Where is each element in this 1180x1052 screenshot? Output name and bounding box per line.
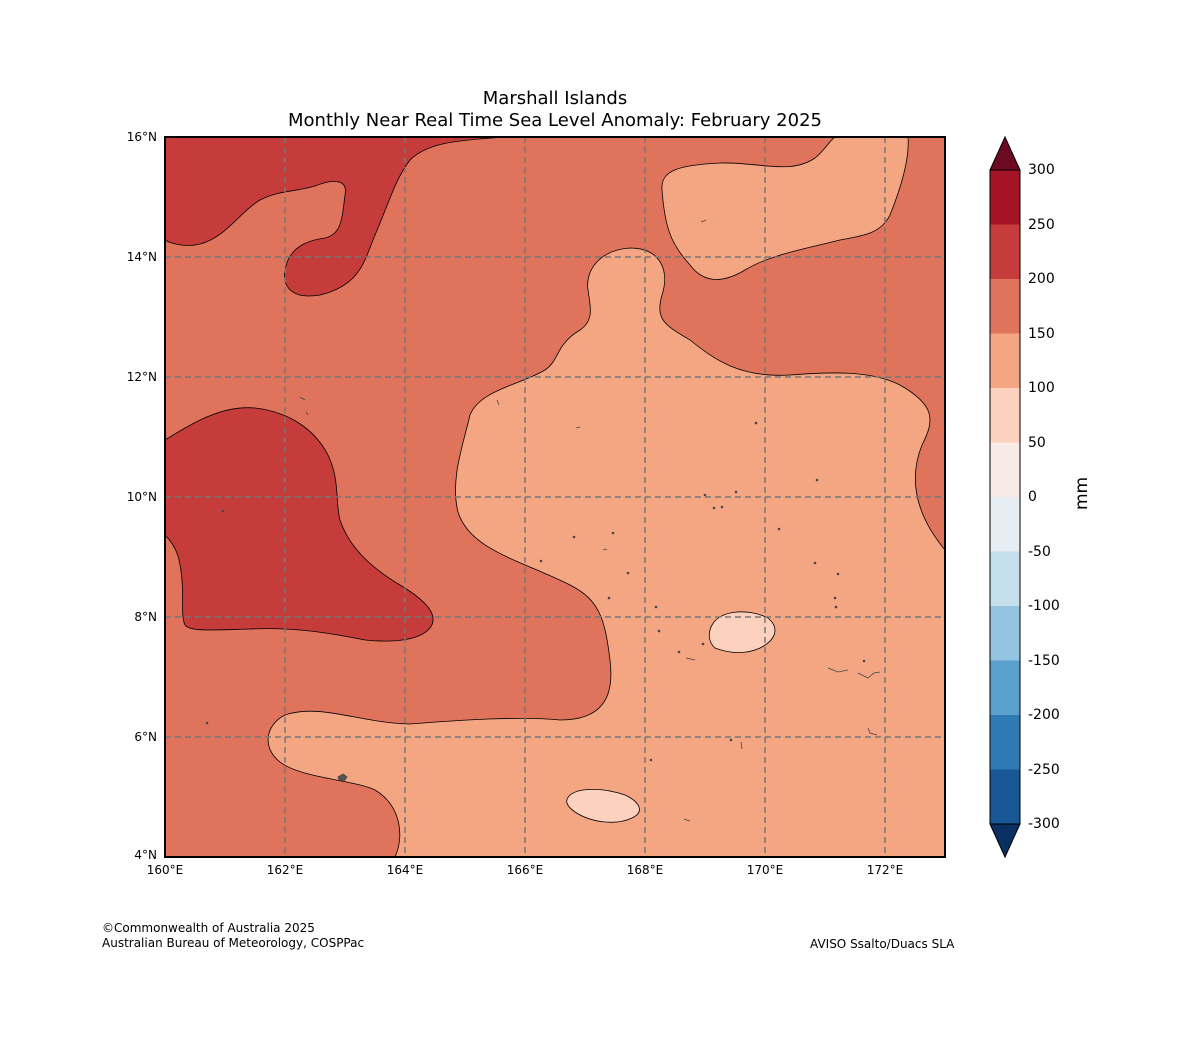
island	[777, 527, 781, 531]
island	[685, 657, 696, 661]
longitude-tick-label: 164°E	[386, 863, 424, 877]
colorbar-segment	[990, 715, 1020, 770]
anomaly-region-50-100-south	[566, 788, 640, 823]
island	[867, 727, 878, 736]
island	[827, 667, 849, 673]
island	[607, 596, 611, 600]
latitude-tick-label: 12°N	[126, 370, 157, 384]
colorbar-tick-label: -150	[1028, 652, 1060, 669]
colorbar-segment	[990, 279, 1020, 334]
anomaly-region-200-250-west	[165, 407, 434, 642]
colorbar-tick-label: 100	[1028, 380, 1055, 396]
island	[539, 559, 543, 563]
island	[221, 509, 225, 513]
island	[813, 561, 817, 565]
colorbar-over-triangle	[989, 135, 1021, 171]
island	[700, 219, 707, 223]
colorbar-segment	[990, 497, 1020, 552]
island	[734, 490, 738, 494]
anomaly-region-50-100-east	[708, 611, 776, 653]
colorbar-segment	[990, 551, 1020, 607]
colorbar-segment	[990, 442, 1020, 498]
latitude-tick-label: 14°N	[126, 250, 157, 264]
island	[712, 506, 716, 510]
colorbar-tick-label: 250	[1028, 216, 1055, 233]
colorbar-segment	[990, 769, 1020, 825]
island	[649, 758, 653, 762]
island	[572, 535, 576, 539]
map-subtitle: Monthly Near Real Time Sea Level Anomaly…	[288, 110, 822, 131]
island	[857, 671, 881, 679]
island	[654, 605, 658, 609]
anomaly-region-100-150-north	[661, 137, 909, 280]
colorbar-segment	[990, 606, 1020, 661]
colorbar-tick-label: 0	[1028, 489, 1037, 505]
island	[701, 642, 705, 646]
colorbar-frame	[989, 169, 1021, 825]
longitude-tick-label: 172°E	[866, 863, 904, 877]
island	[305, 411, 309, 416]
island	[299, 396, 306, 401]
data-source-text: AVISO Ssalto/Duacs SLA	[810, 937, 955, 951]
island	[834, 605, 838, 609]
colorbar-tick-label: 300	[1028, 162, 1055, 178]
island	[836, 572, 840, 576]
gridlines	[165, 137, 945, 857]
island	[205, 721, 209, 725]
islands	[205, 219, 881, 822]
colorbar-segment	[990, 333, 1020, 389]
island	[657, 629, 661, 633]
colorbar-tick-label: -300	[1028, 816, 1060, 832]
island	[611, 531, 615, 535]
latitude-tick-label: 8°N	[134, 610, 157, 624]
colorbar-tick-label: 200	[1028, 271, 1055, 287]
colorbar-tick-label: -250	[1028, 761, 1060, 778]
longitude-tick-label: 162°E	[266, 863, 304, 877]
map-title: Marshall Islands	[482, 88, 628, 109]
colorbar-segment	[990, 660, 1020, 716]
island	[740, 741, 743, 750]
latitude-tick-label: 16°N	[126, 130, 157, 144]
island	[677, 650, 681, 654]
map-frame	[164, 136, 946, 858]
colorbar-segment	[990, 224, 1020, 280]
island	[575, 426, 581, 429]
colorbar-under-triangle	[989, 823, 1021, 859]
anomaly-region-100-150-east	[267, 247, 945, 857]
island	[729, 738, 733, 742]
colorbar-tick-label: 150	[1028, 325, 1055, 342]
colorbar-tick-label: -50	[1028, 543, 1051, 560]
colorbar-tick-label: 50	[1028, 434, 1046, 451]
island	[754, 421, 758, 425]
copyright-text: ©Commonwealth of Australia 2025	[102, 921, 315, 935]
island	[720, 505, 724, 509]
island	[833, 596, 837, 600]
island	[602, 548, 608, 551]
latitude-tick-label: 6°N	[134, 730, 157, 744]
colorbar-segment	[990, 388, 1020, 443]
latitude-tick-label: 4°N	[134, 848, 157, 862]
longitude-tick-label: 170°E	[746, 863, 784, 877]
island	[683, 818, 691, 822]
latitude-tick-label: 10°N	[126, 490, 157, 504]
longitude-tick-label: 160°E	[146, 863, 184, 877]
longitude-tick-label: 168°E	[626, 863, 664, 877]
island	[337, 773, 348, 782]
anomaly-region-200-250-northwest	[165, 137, 506, 297]
colorbar-unit-label: mm	[1072, 476, 1092, 510]
colorbar	[989, 135, 1021, 859]
colorbar-segment	[990, 170, 1020, 225]
island	[496, 399, 500, 406]
island	[703, 493, 707, 497]
island	[626, 571, 630, 575]
longitude-tick-label: 166°E	[506, 863, 544, 877]
island	[862, 659, 866, 663]
agency-text: Australian Bureau of Meteorology, COSPPa…	[102, 936, 365, 950]
colorbar-tick-label: -200	[1028, 707, 1060, 723]
colorbar-tick-label: -100	[1028, 598, 1060, 614]
island	[815, 478, 819, 482]
